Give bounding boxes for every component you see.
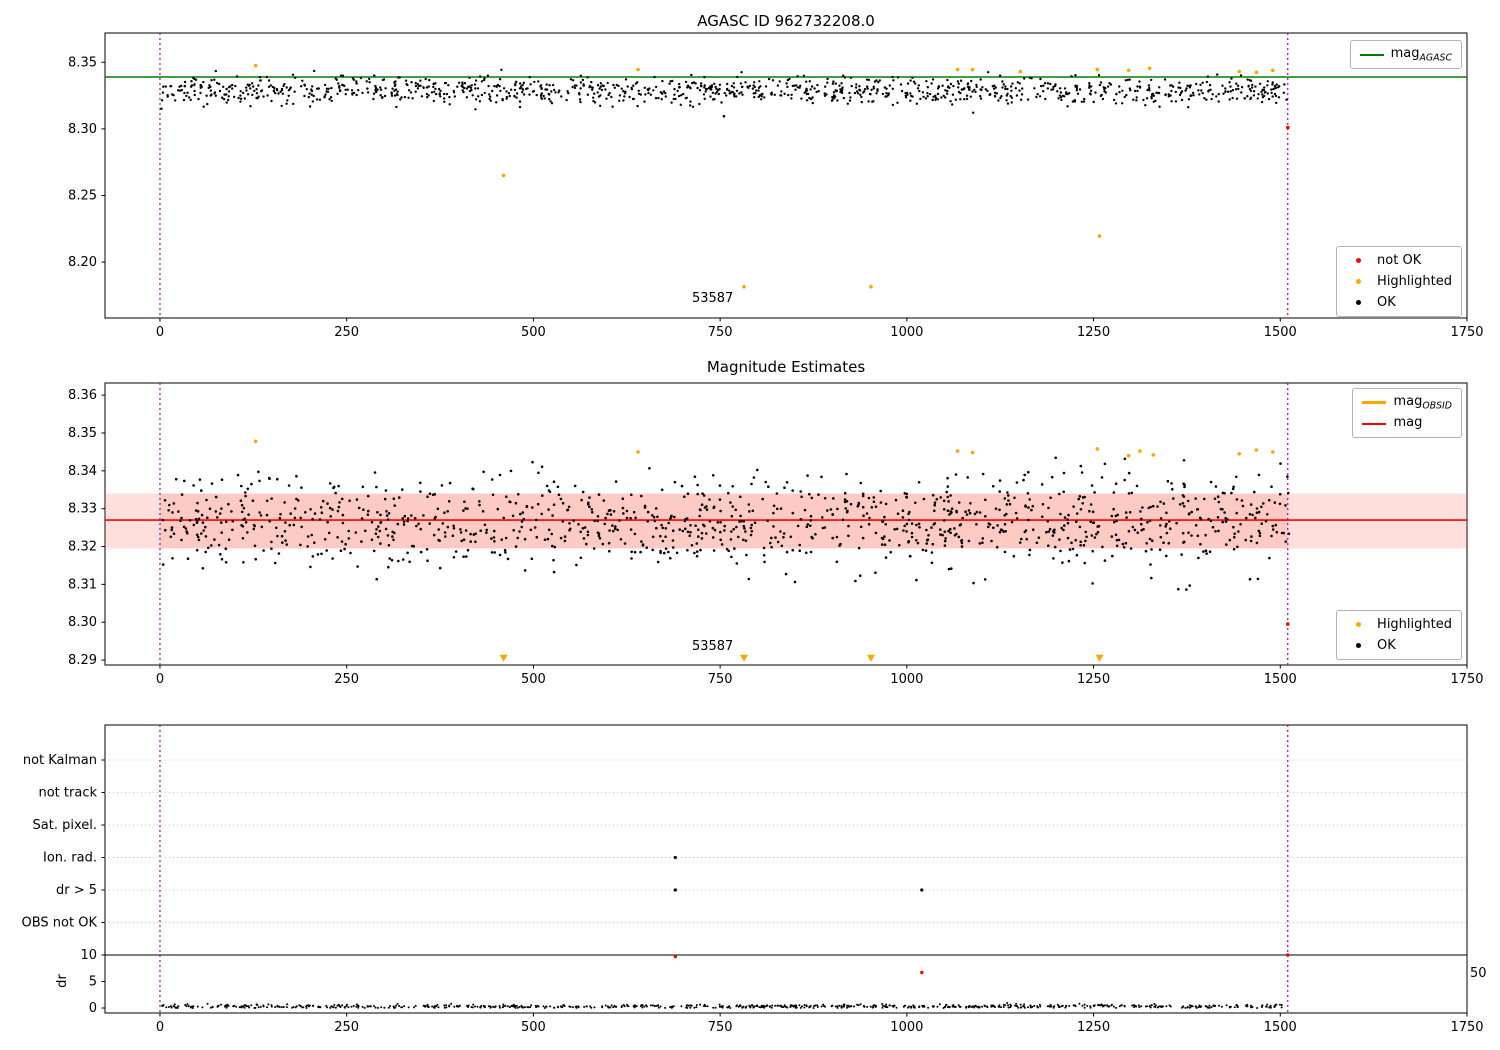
- ok-points: [160, 68, 1288, 118]
- dr-points: [161, 1002, 1283, 1009]
- green-line-sample: [1359, 53, 1384, 56]
- legend-entry-mag-agasc: magAGASC: [1359, 44, 1452, 65]
- svg-text:1500: 1500: [1264, 1020, 1297, 1035]
- svg-text:500: 500: [521, 672, 546, 687]
- svg-text:750: 750: [708, 325, 733, 340]
- highlighted-marker-icon: [1346, 279, 1370, 284]
- legend-entry-highlighted: Highlighted: [1346, 271, 1452, 292]
- dr-axis-label: dr: [55, 974, 70, 988]
- offscale-triangle-marker: [499, 654, 508, 662]
- legend-mag-lines: magOBSID mag: [1352, 388, 1462, 438]
- legend-entry-ok: OK: [1346, 635, 1452, 656]
- legend-label: not OK: [1377, 253, 1422, 268]
- svg-text:1250: 1250: [1077, 1020, 1110, 1035]
- svg-text:1500: 1500: [1264, 672, 1297, 687]
- mag-error-band: [105, 493, 1467, 549]
- red-line-sample: [1362, 422, 1387, 425]
- legend-entry-mag-obsid: magOBSID: [1362, 392, 1452, 413]
- legend-entry-highlighted: Highlighted: [1346, 614, 1452, 635]
- flag-points: [673, 855, 924, 892]
- not-ok-points: [1286, 125, 1290, 130]
- svg-text:0: 0: [156, 672, 164, 687]
- svg-text:8.30: 8.30: [68, 615, 97, 630]
- svg-text:1750: 1750: [1450, 672, 1483, 687]
- svg-text:8.30: 8.30: [68, 122, 97, 137]
- svg-text:1000: 1000: [890, 672, 923, 687]
- legend-entry-mag: mag: [1362, 413, 1452, 434]
- svg-text:250: 250: [334, 672, 359, 687]
- svg-text:250: 250: [334, 1020, 359, 1035]
- svg-text:750: 750: [708, 1020, 733, 1035]
- svg-text:8.35: 8.35: [68, 55, 97, 70]
- svg-text:0: 0: [156, 1020, 164, 1035]
- svg-text:8.33: 8.33: [68, 502, 97, 517]
- chart2-title: Magnitude Estimates: [706, 358, 866, 376]
- chart-flags: not Kalman not track Sat. pixel. Ion. rad. d…: [22, 724, 1487, 1035]
- svg-text:1750: 1750: [1450, 1020, 1483, 1035]
- svg-text:500: 500: [521, 1020, 546, 1035]
- highlighted-points: [253, 439, 1275, 662]
- legend-label: magAGASC: [1390, 45, 1452, 64]
- svg-text:not track: not track: [38, 786, 97, 801]
- ok-marker-icon: [1346, 300, 1370, 305]
- chart-magnitude-estimates: 53587 0 250 500 750 1000 1250 1500 1750 8.29 8.30 8…: [68, 382, 1484, 687]
- legend-label: OK: [1377, 638, 1396, 653]
- svg-text:8.32: 8.32: [68, 540, 97, 555]
- svg-text:1250: 1250: [1077, 672, 1110, 687]
- ok-points: [161, 456, 1291, 591]
- svg-text:500: 500: [521, 325, 546, 340]
- legend-label: OK: [1377, 295, 1396, 310]
- legend-entry-ok: OK: [1346, 292, 1452, 313]
- svg-text:Ion. rad.: Ion. rad.: [43, 851, 97, 866]
- svg-text:53587: 53587: [692, 291, 733, 306]
- svg-text:dr > 5: dr > 5: [56, 883, 97, 898]
- svg-text:OBS not OK: OBS not OK: [22, 916, 98, 931]
- legend-label: magOBSID: [1393, 393, 1452, 412]
- legend-label: Highlighted: [1377, 617, 1452, 632]
- not-ok-points: [1286, 622, 1290, 626]
- svg-text:250: 250: [334, 325, 359, 340]
- svg-text:1500: 1500: [1264, 325, 1297, 340]
- svg-text:Sat. pixel.: Sat. pixel.: [33, 818, 97, 833]
- orange-line-sample: [1362, 401, 1387, 404]
- svg-text:8.35: 8.35: [68, 426, 97, 441]
- svg-text:0: 0: [156, 325, 164, 340]
- svg-text:50: 50: [1470, 966, 1487, 981]
- highlighted-points: [253, 63, 1275, 289]
- legend-entry-not-ok: not OK: [1346, 250, 1452, 271]
- dr-not-ok-points: [673, 953, 1290, 975]
- offscale-triangle-marker: [1095, 654, 1104, 662]
- legend-label: Highlighted: [1377, 274, 1452, 289]
- svg-text:8.25: 8.25: [68, 188, 97, 203]
- not-ok-marker-icon: [1346, 258, 1370, 263]
- svg-text:8.31: 8.31: [68, 577, 97, 592]
- svg-text:1000: 1000: [890, 1020, 923, 1035]
- legend-point-types-2: Highlighted OK: [1336, 610, 1462, 660]
- svg-text:0: 0: [89, 1001, 97, 1016]
- legend-label: mag: [1393, 414, 1423, 430]
- svg-text:5: 5: [89, 975, 97, 990]
- svg-text:1750: 1750: [1450, 325, 1483, 340]
- svg-text:8.36: 8.36: [68, 388, 97, 403]
- offscale-triangle-marker: [740, 654, 749, 662]
- chart1-title: AGASC ID 962732208.0: [697, 12, 875, 30]
- svg-text:8.34: 8.34: [68, 464, 97, 479]
- legend-point-types-1: not OK Highlighted OK: [1336, 246, 1462, 317]
- svg-text:8.29: 8.29: [68, 653, 97, 668]
- svg-text:750: 750: [708, 672, 733, 687]
- chart-agasc: 53587 0 250 500 750 1000 1250 1500 1750 8.20 8.25 8…: [68, 32, 1484, 340]
- svg-text:10: 10: [80, 948, 97, 963]
- ok-marker-icon: [1346, 643, 1370, 648]
- legend-mag-agasc: magAGASC: [1349, 40, 1462, 69]
- svg-text:1250: 1250: [1077, 325, 1110, 340]
- svg-text:8.20: 8.20: [68, 255, 97, 270]
- offscale-triangle-marker: [866, 654, 875, 662]
- svg-text:1000: 1000: [890, 325, 923, 340]
- svg-text:not Kalman: not Kalman: [23, 753, 97, 768]
- highlighted-marker-icon: [1346, 622, 1370, 627]
- svg-text:53587: 53587: [692, 639, 733, 654]
